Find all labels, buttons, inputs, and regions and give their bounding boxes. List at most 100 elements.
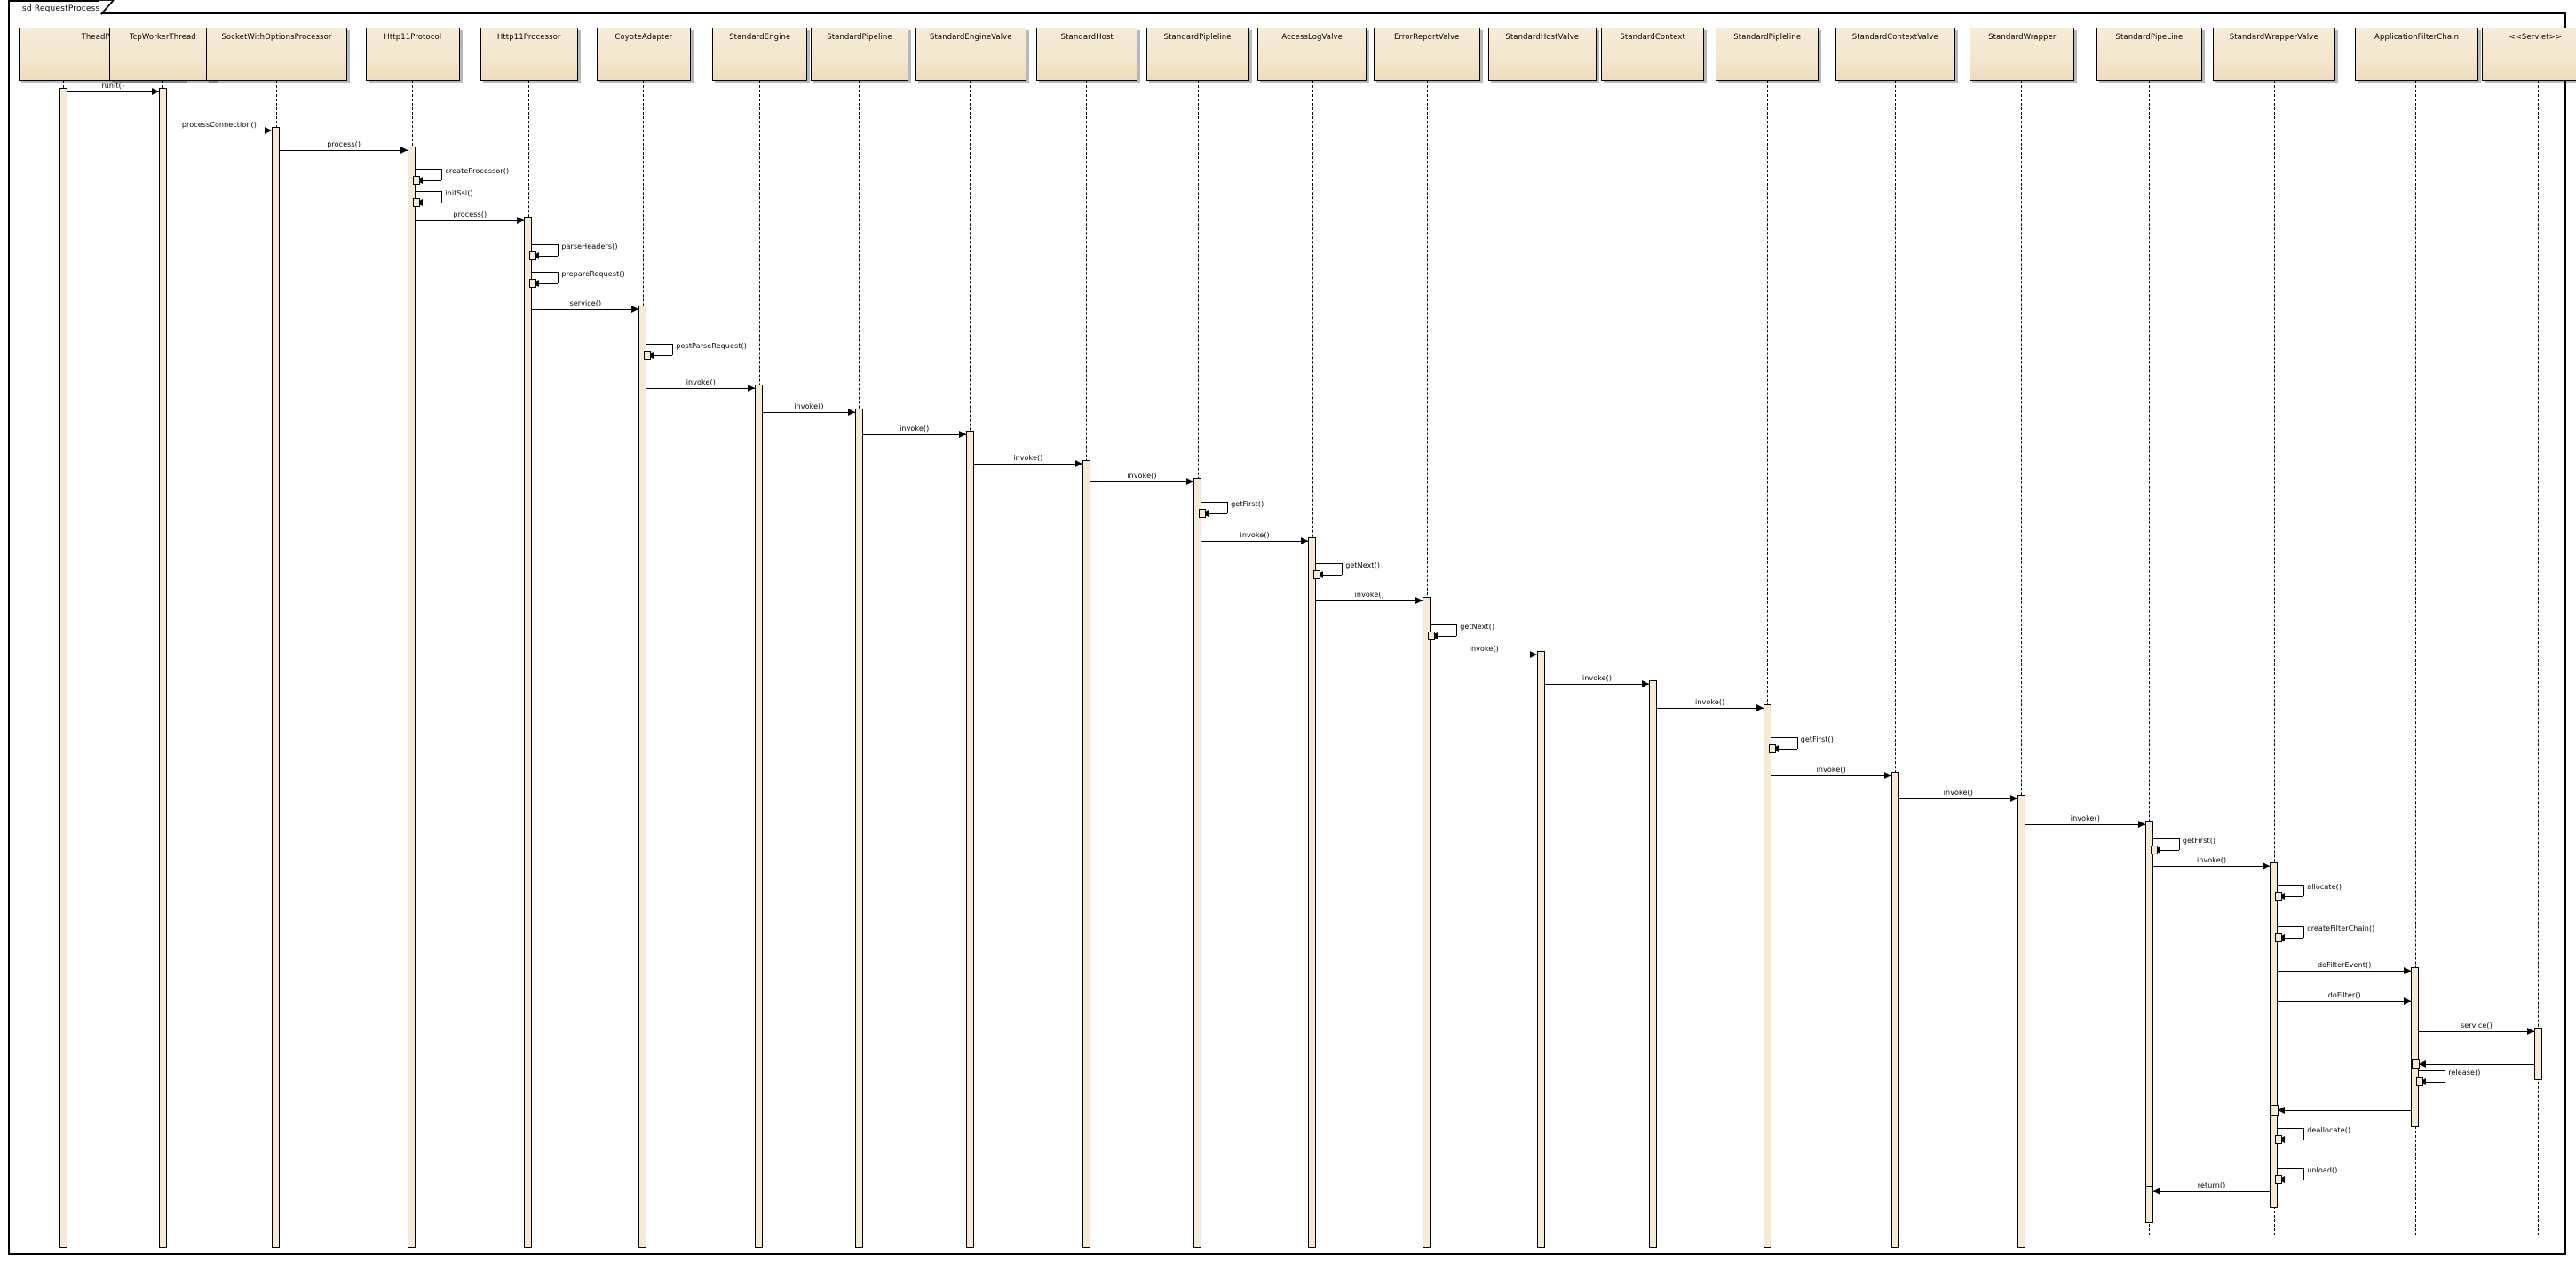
lifeline-applicationfilterchain xyxy=(2414,80,2416,1235)
participant-box[interactable]: StandardWrapperValve xyxy=(2212,27,2335,81)
participant-box[interactable]: ApplicationFilterChain xyxy=(2355,27,2478,81)
activation-bar-standardpipeline1 xyxy=(854,408,863,1248)
return-message-line xyxy=(2278,1110,2412,1112)
frame-tab: sd RequestProcess xyxy=(8,0,100,15)
arrowhead-right-icon xyxy=(400,146,408,154)
participant-box[interactable]: StandardWrapper xyxy=(1970,27,2075,81)
arrowhead-right-icon xyxy=(1756,704,1764,712)
call-message-line xyxy=(1201,540,1309,542)
arrowhead-left-icon xyxy=(2278,1107,2286,1115)
nested-activation-stub xyxy=(1313,569,1321,579)
arrowhead-right-icon xyxy=(151,88,159,96)
activation-bar-standardpipeline2 xyxy=(2144,820,2153,1223)
call-message-line xyxy=(2025,823,2145,825)
participant-box[interactable]: Http11Protocol xyxy=(365,27,461,81)
activation-bar-standardpipleline2 xyxy=(1763,704,1771,1248)
message-label: postParseRequest() xyxy=(676,342,747,351)
activation-bar-standardenginevalve xyxy=(965,431,974,1248)
nested-activation-stub xyxy=(1428,631,1436,640)
self-message-turn xyxy=(2303,926,2305,939)
self-message-return-line xyxy=(654,355,673,357)
participant-box[interactable]: StandardPipleline xyxy=(1716,27,1819,81)
message-label: service() xyxy=(569,298,602,307)
arrowhead-right-icon xyxy=(1415,596,1423,604)
self-message-line xyxy=(2152,838,2179,839)
arrowhead-right-icon xyxy=(2137,820,2145,828)
activation-bar-standardpipleline1 xyxy=(1193,477,1202,1248)
participant-label: StandardContext xyxy=(1620,32,1685,42)
arrowhead-right-icon xyxy=(748,384,756,392)
participant-label: <<Servlet>> xyxy=(2509,32,2563,42)
participant-label: AccessLogValve xyxy=(1281,32,1343,42)
message-label: invoke() xyxy=(1816,766,1846,775)
participant-label: TcpWorkerThread xyxy=(129,32,196,42)
self-message-line xyxy=(2277,926,2304,928)
self-message-return-line xyxy=(539,256,559,258)
participant-label: StandardWrapper xyxy=(1988,32,2057,42)
participant-label: StandardPipleline xyxy=(1733,32,1802,42)
call-message-line xyxy=(862,434,966,436)
participant-label: StandardEngine xyxy=(729,32,791,42)
nested-activation-stub xyxy=(413,198,421,208)
participant-box[interactable]: StandardHost xyxy=(1036,27,1138,81)
self-message-turn xyxy=(672,344,674,356)
self-message-turn xyxy=(441,191,443,203)
self-message-line xyxy=(2277,1168,2304,1170)
self-message-line xyxy=(531,244,559,246)
message-label: doFilter() xyxy=(2327,991,2361,1000)
participant-box[interactable]: StandardPipeLine xyxy=(2096,27,2203,81)
participant-box[interactable]: StandardPipeline xyxy=(810,27,909,81)
self-message-line xyxy=(646,344,673,346)
return-message-line xyxy=(2152,1190,2271,1192)
activation-bar-standardhost xyxy=(1082,459,1090,1248)
self-message-turn xyxy=(558,244,559,257)
participant-box[interactable]: StandardHostValve xyxy=(1487,27,1597,81)
self-message-turn xyxy=(2303,885,2305,897)
message-label: initSsl() xyxy=(445,189,473,198)
call-message-line xyxy=(973,463,1082,465)
participant-box[interactable]: StandardEngine xyxy=(712,27,808,81)
call-message-line xyxy=(2419,1031,2534,1033)
participant-label: StandardContextValve xyxy=(1851,32,1938,42)
self-message-line xyxy=(1315,562,1343,564)
arrowhead-left-icon xyxy=(2419,1060,2427,1068)
participant-box[interactable]: Http11Processor xyxy=(480,27,578,81)
participant-box[interactable]: AccessLogValve xyxy=(1256,27,1367,81)
participant-box[interactable]: SocketWithOptionsProcessor xyxy=(205,27,347,81)
call-message-line xyxy=(1898,798,2017,799)
participant-box[interactable]: StandardContextValve xyxy=(1835,27,1955,81)
activation-bar-http11protocol xyxy=(408,146,416,1248)
participant-box[interactable]: StandardContext xyxy=(1601,27,1705,81)
call-message-line xyxy=(2152,865,2271,867)
self-message-line xyxy=(2418,1069,2445,1071)
activation-bar-standardhostvalve xyxy=(1537,651,1546,1248)
message-label: getFirst() xyxy=(1800,735,1834,743)
participant-label: StandardPipeline xyxy=(827,32,892,42)
arrowhead-right-icon xyxy=(517,217,525,225)
self-message-turn xyxy=(2303,1168,2305,1180)
participant-box[interactable]: <<Servlet>> xyxy=(2481,27,2576,81)
message-label: invoke() xyxy=(1943,788,1973,797)
participant-box[interactable]: ErrorReportValve xyxy=(1373,27,1480,81)
message-label: invoke() xyxy=(794,401,824,410)
arrowhead-right-icon xyxy=(1530,651,1538,659)
participant-box[interactable]: CoyoteAdapter xyxy=(596,27,692,81)
call-message-line xyxy=(1545,684,1649,686)
self-message-line xyxy=(2277,1127,2304,1129)
return-message-line xyxy=(2419,1063,2534,1065)
activation-bar-http11processor xyxy=(524,217,533,1248)
nested-activation-stub xyxy=(2275,1134,2283,1144)
arrowhead-left-icon xyxy=(2152,1187,2160,1195)
participant-box[interactable]: TcpWorkerThread xyxy=(109,27,217,81)
call-message-line xyxy=(416,220,525,222)
participant-box[interactable]: StandardEngineValve xyxy=(915,27,1026,81)
participant-label: Http11Processor xyxy=(496,32,561,42)
self-message-turn xyxy=(441,168,443,180)
activation-bar-threadpool xyxy=(59,88,67,1248)
activation-bar-standardcontext xyxy=(1648,680,1657,1248)
lifeline-standardwrappervalve xyxy=(2273,80,2275,1235)
self-message-line xyxy=(1770,736,1797,738)
participant-box[interactable]: StandardPipleline xyxy=(1145,27,1249,81)
nested-activation-stub xyxy=(413,175,421,185)
